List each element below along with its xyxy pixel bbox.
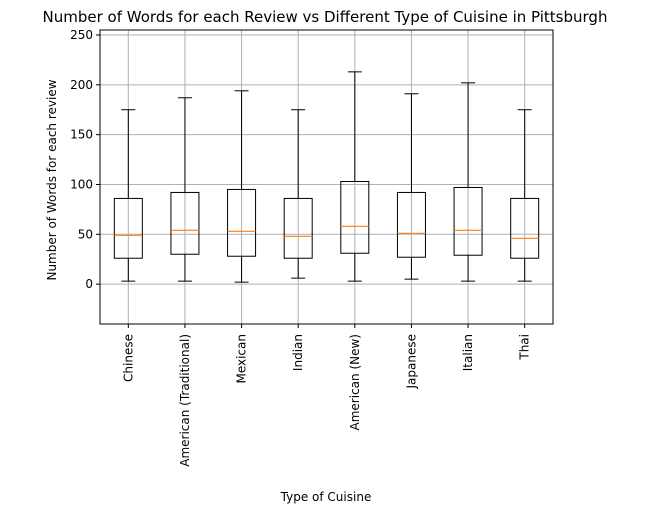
y-tick-label: 50 bbox=[78, 227, 93, 241]
y-tick-label: 100 bbox=[70, 177, 93, 191]
y-tick-label: 250 bbox=[70, 28, 93, 42]
iqr-box bbox=[340, 180, 370, 254]
box-italian bbox=[453, 82, 483, 282]
chart-title: Number of Words for each Review vs Diffe… bbox=[43, 8, 608, 26]
x-tick-label: Italian bbox=[461, 334, 475, 371]
box-mexican bbox=[227, 90, 257, 283]
iqr-box bbox=[510, 197, 540, 259]
box-layer bbox=[113, 71, 540, 283]
x-tick-label: Indian bbox=[291, 334, 305, 371]
iqr-box bbox=[453, 186, 483, 256]
y-tick-label: 0 bbox=[85, 277, 93, 291]
x-tick-label: American (New) bbox=[348, 334, 362, 430]
x-tick-label: Japanese bbox=[404, 334, 418, 390]
y-tick-label: 200 bbox=[70, 78, 93, 92]
x-tick-label: Thai bbox=[518, 334, 532, 361]
x-axis: Chinese American (Traditional) Mexican Indi… bbox=[121, 324, 532, 467]
grid-layer bbox=[100, 30, 553, 324]
box-indian bbox=[283, 109, 313, 279]
box-american-new bbox=[340, 71, 370, 282]
box-chinese bbox=[113, 109, 143, 282]
plot-frame bbox=[99, 29, 554, 325]
x-tick-label: Mexican bbox=[235, 334, 249, 384]
iqr-box bbox=[227, 188, 257, 257]
iqr-box bbox=[170, 191, 200, 255]
x-axis-label: Type of Cuisine bbox=[280, 490, 372, 504]
x-tick-label: American (Traditional) bbox=[178, 334, 192, 467]
iqr-box bbox=[113, 197, 143, 259]
iqr-box bbox=[283, 197, 313, 259]
box-japanese bbox=[396, 93, 426, 280]
box-american-traditional bbox=[170, 97, 200, 282]
iqr-box bbox=[396, 191, 426, 258]
y-axis-label: Number of Words for each review bbox=[45, 79, 59, 280]
y-axis: 0 50 100 150 200 250 bbox=[70, 28, 100, 291]
x-tick-label: Chinese bbox=[121, 334, 135, 382]
box-thai bbox=[510, 109, 540, 282]
y-tick-label: 150 bbox=[70, 128, 93, 142]
